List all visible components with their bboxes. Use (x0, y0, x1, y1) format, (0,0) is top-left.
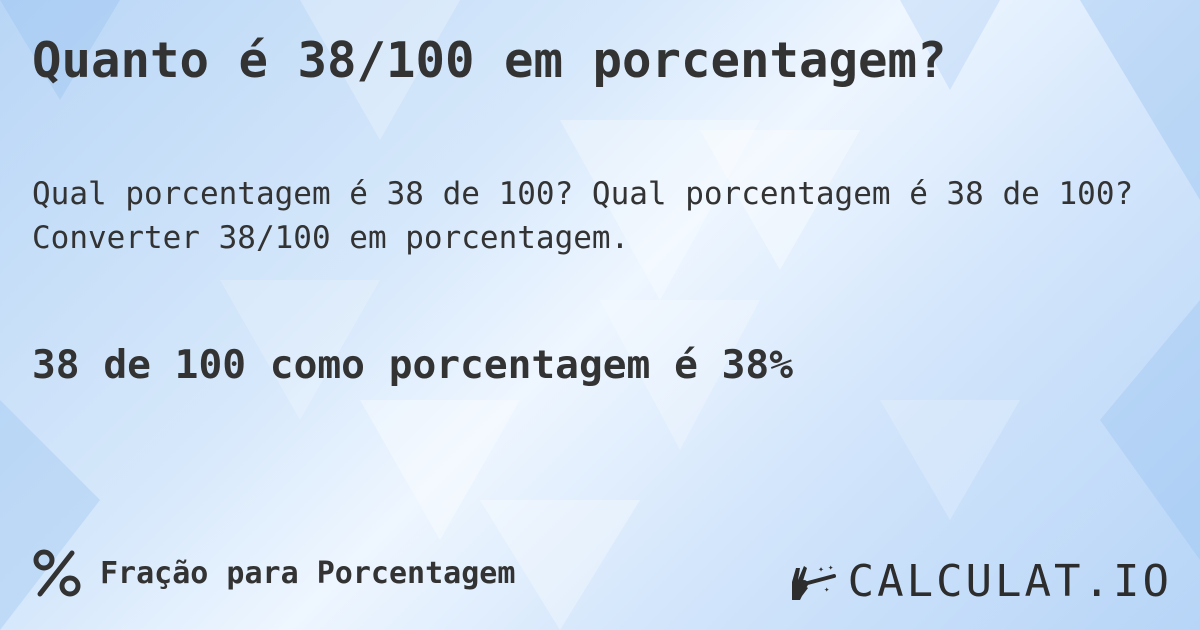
svg-text:✦: ✦ (818, 564, 824, 575)
page-title: Quanto é 38/100 em porcentagem? (32, 32, 947, 89)
percent-icon (33, 549, 81, 597)
description-line-2: Converter 38/100 em porcentagem. (32, 220, 630, 256)
description: Qual porcentagem é 38 de 100? Qual porce… (32, 172, 1133, 260)
svg-text:✦: ✦ (824, 585, 830, 595)
description-line-1: Qual porcentagem é 38 de 100? Qual porce… (32, 176, 1134, 212)
result-text: 38 de 100 como porcentagem é 38% (32, 342, 793, 388)
calculat-logo[interactable]: ✦ ✦ ✦ CALCULAT.IO (788, 556, 1172, 607)
category-label: Fração para Porcentagem (100, 555, 516, 591)
category-link[interactable]: Fração para Porcentagem (32, 548, 515, 598)
svg-text:✦: ✦ (828, 563, 834, 573)
logo-text: CALCULAT.IO (847, 556, 1172, 607)
magic-hand-wand-icon: ✦ ✦ ✦ (791, 563, 836, 600)
